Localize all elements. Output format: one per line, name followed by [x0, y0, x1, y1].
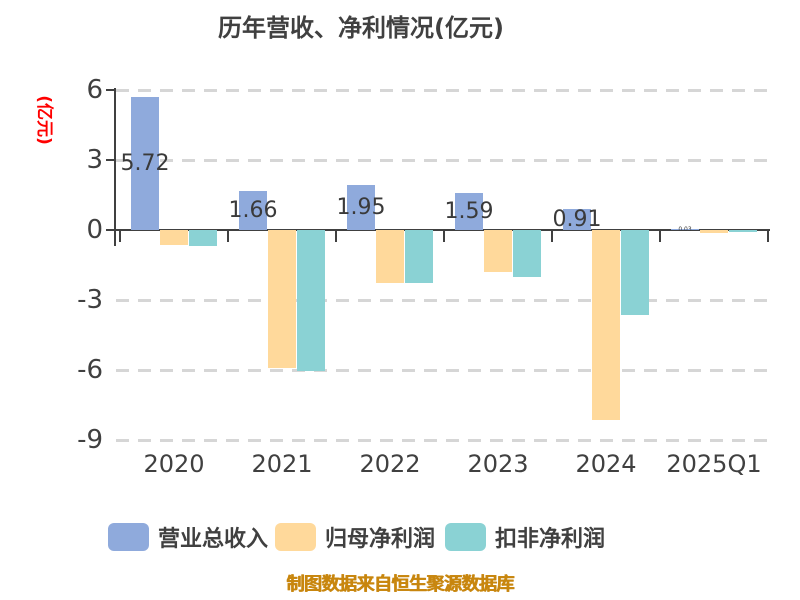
x-axis-tick — [118, 230, 122, 242]
gridline-y6 — [116, 88, 772, 92]
bar-value-label: 1.66 — [228, 198, 278, 224]
x-axis-tick — [226, 230, 230, 242]
bar-series1-2021 — [268, 230, 296, 368]
x-axis-label-2020: 2020 — [143, 450, 205, 478]
bar-series1-2022 — [376, 230, 404, 283]
legend-item-series2: 扣非净利润 — [445, 521, 605, 553]
legend-item-series1: 归母净利润 — [275, 521, 435, 553]
y-tick-label: 3 — [86, 145, 103, 175]
y-axis-tick — [106, 228, 115, 232]
bar-series0-2020 — [131, 96, 159, 230]
x-axis-label-2024: 2024 — [575, 450, 637, 478]
x-axis-tick — [334, 230, 338, 242]
bar-series2-2022 — [405, 230, 433, 284]
y-tick-label: 6 — [86, 75, 103, 105]
gridline-y3 — [116, 158, 772, 162]
x-axis-tick — [442, 230, 446, 242]
x-axis-tick — [766, 230, 770, 242]
legend-swatch — [275, 523, 316, 551]
legend-swatch — [445, 523, 486, 551]
x-axis-label-2022: 2022 — [359, 450, 421, 478]
bar-series0-2024 — [563, 208, 591, 230]
bar-series0-2025Q1 — [671, 228, 699, 230]
legend-swatch — [108, 523, 149, 551]
legend-label: 归母净利润 — [325, 527, 436, 552]
y-axis-tick — [106, 158, 115, 162]
bar-series0-2021 — [239, 191, 267, 230]
bar-series2-2020 — [189, 230, 217, 247]
bar-value-label: 5.72 — [120, 150, 170, 176]
y-tick-label: -6 — [77, 355, 103, 385]
bar-series2-2024 — [621, 230, 649, 315]
bar-series1-2023 — [484, 230, 512, 272]
legend-label: 扣非净利润 — [495, 527, 606, 552]
bar-series0-2023 — [455, 192, 483, 230]
x-axis-tick — [550, 230, 554, 242]
bar-value-label: 1.95 — [336, 194, 386, 220]
bar-value-label: 1.59 — [444, 198, 494, 224]
x-axis-label-2025Q1: 2025Q1 — [666, 450, 762, 478]
x-axis-zero-line — [115, 228, 770, 232]
legend-item-series0: 营业总收入 — [108, 521, 268, 553]
legend-label: 营业总收入 — [158, 527, 269, 552]
data-source-note: 制图数据来自恒生聚源数据库 — [286, 574, 514, 595]
bar-series1-2020 — [160, 230, 188, 245]
bar-value-label: 0.03 — [678, 226, 692, 234]
y-tick-label: -3 — [77, 285, 103, 315]
gridline-y-9 — [116, 438, 772, 442]
chart-title: 历年营收、净利情况(亿元) — [218, 14, 504, 42]
bar-series1-2025Q1 — [700, 230, 728, 234]
y-axis-line — [113, 88, 116, 246]
y-axis-tick — [106, 88, 115, 92]
bar-value-label: 0.91 — [552, 206, 602, 232]
x-axis-label-2023: 2023 — [467, 450, 529, 478]
bar-series2-2025Q1 — [729, 230, 757, 233]
x-axis-label-2021: 2021 — [251, 450, 313, 478]
bar-series2-2023 — [513, 230, 541, 278]
x-axis-tick — [658, 230, 662, 242]
gridline-y-3 — [116, 298, 772, 302]
y-tick-label: 0 — [86, 215, 103, 245]
bar-series1-2024 — [592, 230, 620, 420]
bar-series0-2022 — [347, 184, 375, 230]
y-tick-label: -9 — [77, 425, 103, 455]
gridline-y-6 — [116, 368, 772, 372]
bar-series2-2021 — [297, 230, 325, 371]
